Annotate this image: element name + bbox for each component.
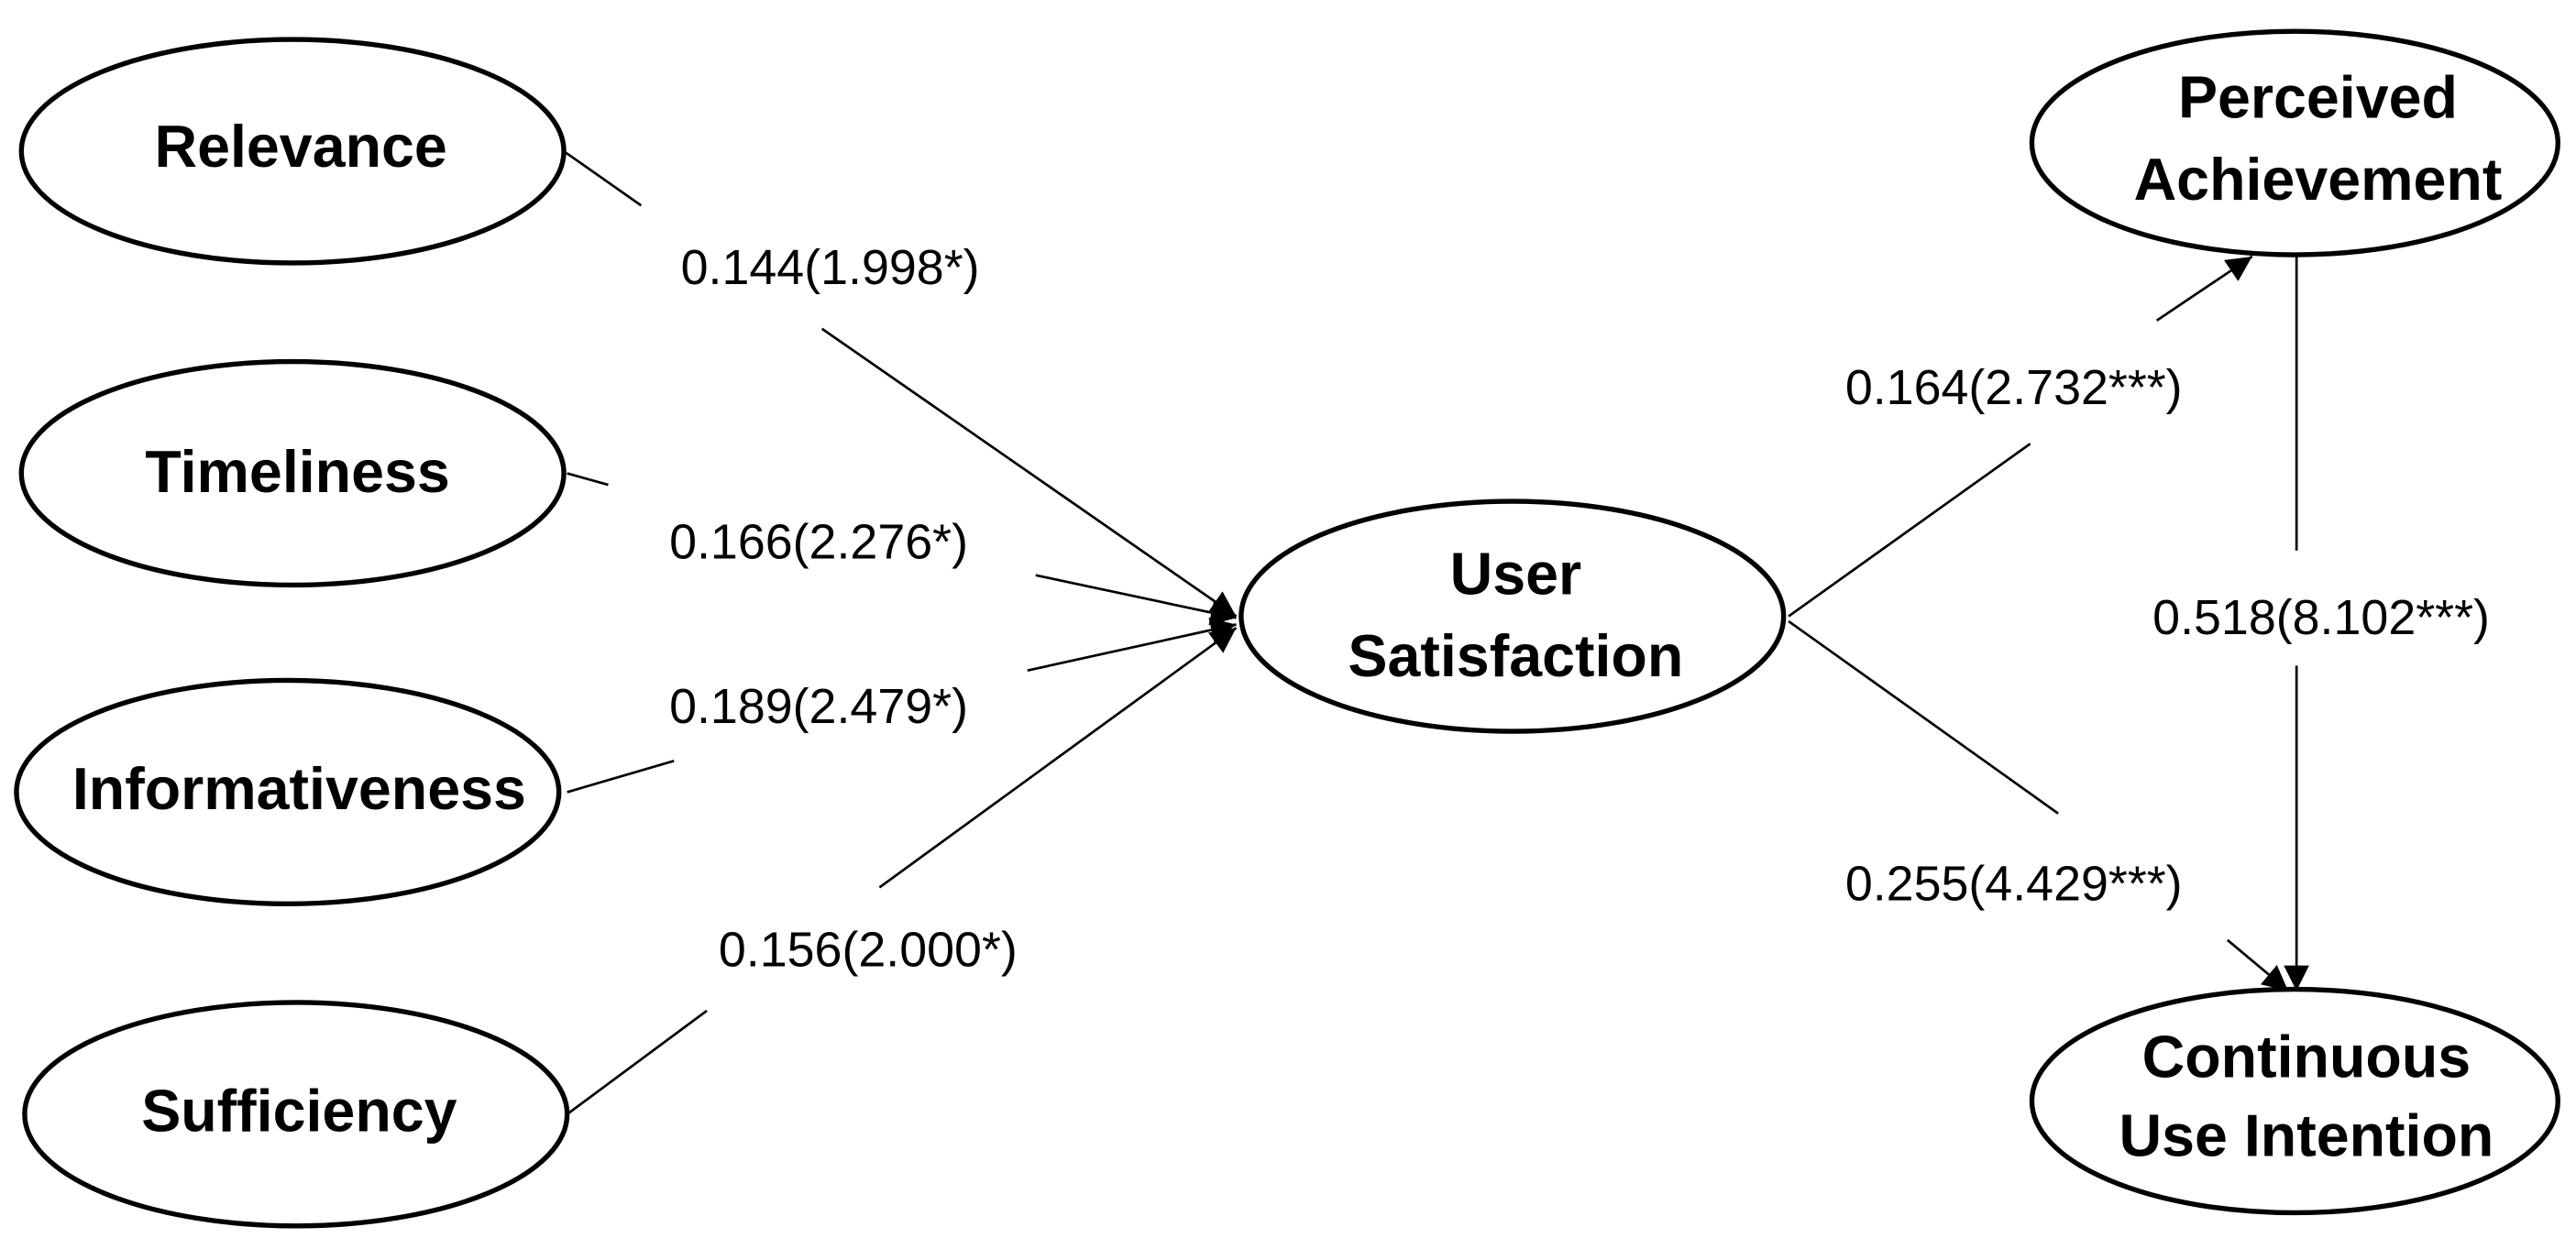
edge-line: [878, 626, 1238, 889]
edge-label: 0.164(2.732***): [1845, 360, 2183, 415]
node-label: Use Intention: [2119, 1103, 2494, 1169]
edge-line: [1788, 443, 2031, 618]
edge-label: 0.156(2.000*): [719, 922, 1018, 977]
node-label: User: [1450, 541, 1582, 607]
edge-line: [567, 760, 675, 794]
node-ellipse: [2029, 28, 2560, 257]
edge-line: [563, 149, 643, 207]
node-label: Sufficiency: [141, 1079, 457, 1145]
edge-line: [1035, 574, 1237, 626]
node-ellipse: [18, 37, 567, 266]
node-label: Achievement: [2134, 147, 2503, 213]
edge-line: [1027, 618, 1237, 673]
node-ellipse: [22, 1000, 570, 1229]
node-ellipse: [1238, 499, 1787, 734]
edge-label: 0.166(2.276*): [669, 515, 968, 570]
node-label: Timeliness: [145, 439, 449, 505]
edge-line: [2155, 255, 2253, 322]
node-label: Perceived: [2178, 64, 2458, 130]
edge-line: [820, 327, 1238, 618]
node-label: Continuous: [2142, 1024, 2471, 1090]
edge-label: 0.518(8.102***): [2152, 590, 2490, 645]
node-ellipse: [14, 677, 562, 907]
edge-line: [567, 472, 609, 487]
edge-line: [2226, 938, 2290, 992]
edge-label: 0.189(2.479*): [669, 679, 968, 734]
node-label: Satisfaction: [1348, 623, 1683, 689]
node-label: Informativeness: [72, 756, 526, 822]
edge-line: [1788, 619, 2059, 815]
edge-label: 0.144(1.998*): [681, 240, 980, 295]
node-ellipse: [18, 358, 567, 588]
connectors: [563, 149, 2309, 1115]
node-ellipse: [2029, 986, 2560, 1216]
edge-label: 0.255(4.429***): [1845, 857, 2183, 912]
node-label: Relevance: [154, 114, 446, 180]
edge-line: [566, 1009, 708, 1115]
